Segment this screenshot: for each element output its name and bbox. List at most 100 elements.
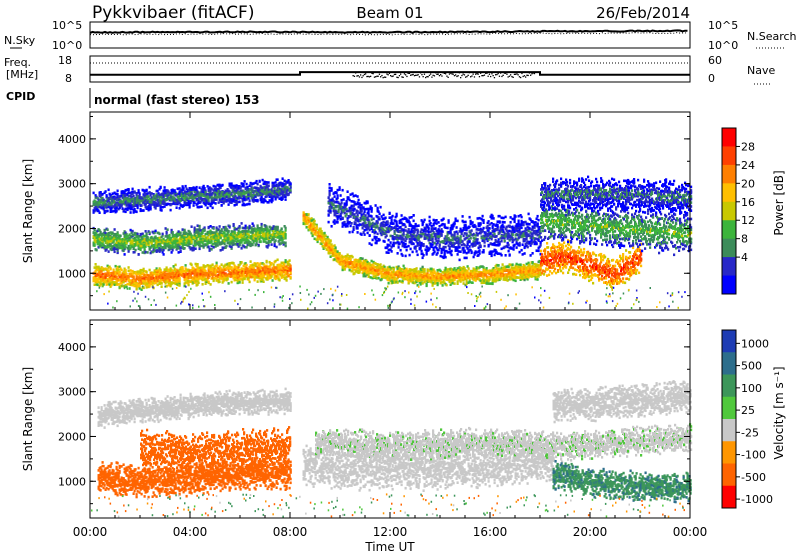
- range-cell: [96, 249, 98, 252]
- nave-point: [394, 74, 395, 75]
- range-cell: [288, 275, 290, 278]
- nave-point: [533, 72, 534, 73]
- range-cell: [94, 283, 96, 286]
- nave-point: [519, 76, 520, 77]
- nave-point: [411, 74, 412, 75]
- nave-point: [393, 75, 394, 76]
- range-cell: [166, 266, 168, 269]
- range-cell: [212, 267, 214, 270]
- range-cell: [107, 228, 109, 231]
- nave-point: [364, 74, 365, 75]
- range-cell: [272, 279, 274, 282]
- nave-point: [475, 74, 476, 75]
- nave-point: [480, 73, 481, 74]
- nave-point: [384, 77, 385, 78]
- range-cell: [220, 277, 222, 280]
- nave-point: [453, 74, 454, 75]
- range-cell: [229, 264, 231, 267]
- range-cell: [271, 262, 273, 265]
- nave-point: [509, 76, 510, 77]
- nave-point: [489, 74, 490, 75]
- range-cell: [257, 280, 259, 283]
- nave-point: [465, 77, 466, 78]
- nave-point: [424, 74, 425, 75]
- range-cell: [142, 280, 144, 283]
- nave-point: [395, 74, 396, 75]
- nave-point: [531, 73, 532, 74]
- nave-point: [398, 77, 399, 78]
- nave-point: [445, 73, 446, 74]
- range-cell: [191, 264, 193, 267]
- nsearch-label: N.Search: [747, 30, 797, 43]
- range-cell: [246, 264, 248, 267]
- nave-point: [496, 74, 497, 75]
- nave-point: [518, 74, 519, 75]
- nave-point: [501, 76, 502, 77]
- nave-point: [515, 74, 516, 75]
- range-cell: [121, 269, 123, 272]
- nave-point: [463, 74, 464, 75]
- range-cell: [171, 283, 173, 286]
- nave-point: [356, 75, 357, 76]
- nave-point: [381, 75, 382, 76]
- range-cell: [290, 269, 292, 272]
- range-cell: [273, 263, 275, 266]
- nave-point: [426, 76, 427, 77]
- range-cell: [108, 250, 110, 253]
- nave-point: [511, 76, 512, 77]
- nave-point: [366, 76, 367, 77]
- range-cell: [139, 287, 141, 290]
- nave-point: [474, 76, 475, 77]
- nave-point: [499, 76, 500, 77]
- nave-point: [471, 75, 472, 76]
- nave-point: [365, 73, 366, 74]
- nave-point: [380, 76, 381, 77]
- nave-point: [385, 77, 386, 78]
- nave-point: [508, 76, 509, 77]
- nave-point: [405, 74, 406, 75]
- nave-point: [428, 76, 429, 77]
- range-cell: [97, 284, 99, 287]
- nave-point: [430, 73, 431, 74]
- range-cell: [128, 270, 130, 273]
- nave-point: [466, 76, 467, 77]
- range-cell: [188, 284, 190, 287]
- range-cell: [286, 279, 288, 282]
- range-cell: [198, 281, 200, 284]
- range-cell: [151, 283, 153, 286]
- nave-point: [359, 76, 360, 77]
- nave-point: [409, 73, 410, 74]
- nave-point: [389, 73, 390, 74]
- freq-panel-frame: [90, 56, 690, 82]
- range-cell: [255, 263, 257, 266]
- range-cell: [205, 265, 207, 268]
- range-cell: [239, 278, 241, 281]
- nave-point: [524, 75, 525, 76]
- nave-point: [404, 73, 405, 74]
- range-cell: [169, 278, 171, 281]
- nave-point: [458, 75, 459, 76]
- range-cell: [115, 271, 117, 274]
- range-cell: [143, 270, 145, 273]
- nave-point: [436, 74, 437, 75]
- range-cell: [285, 259, 287, 262]
- nave-point: [374, 77, 375, 78]
- range-cell: [173, 282, 175, 285]
- range-cell: [178, 274, 180, 277]
- nave-point: [481, 75, 482, 76]
- range-cell: [220, 267, 222, 270]
- station-title: Pykkvibaer (fitACF): [92, 3, 254, 23]
- range-cell: [266, 266, 268, 269]
- range-cell: [108, 232, 110, 235]
- freq-label-2: [MHz]: [6, 68, 38, 81]
- range-cell: [165, 282, 167, 285]
- nsky-tick-top: 10^5: [52, 19, 82, 32]
- range-cell: [133, 275, 135, 278]
- range-cell: [108, 273, 110, 276]
- nave-point: [433, 75, 434, 76]
- nave-label: Nave: [747, 64, 775, 77]
- range-cell: [271, 275, 273, 278]
- range-cell: [103, 283, 105, 286]
- range-cell: [250, 264, 252, 267]
- nave-point: [461, 75, 462, 76]
